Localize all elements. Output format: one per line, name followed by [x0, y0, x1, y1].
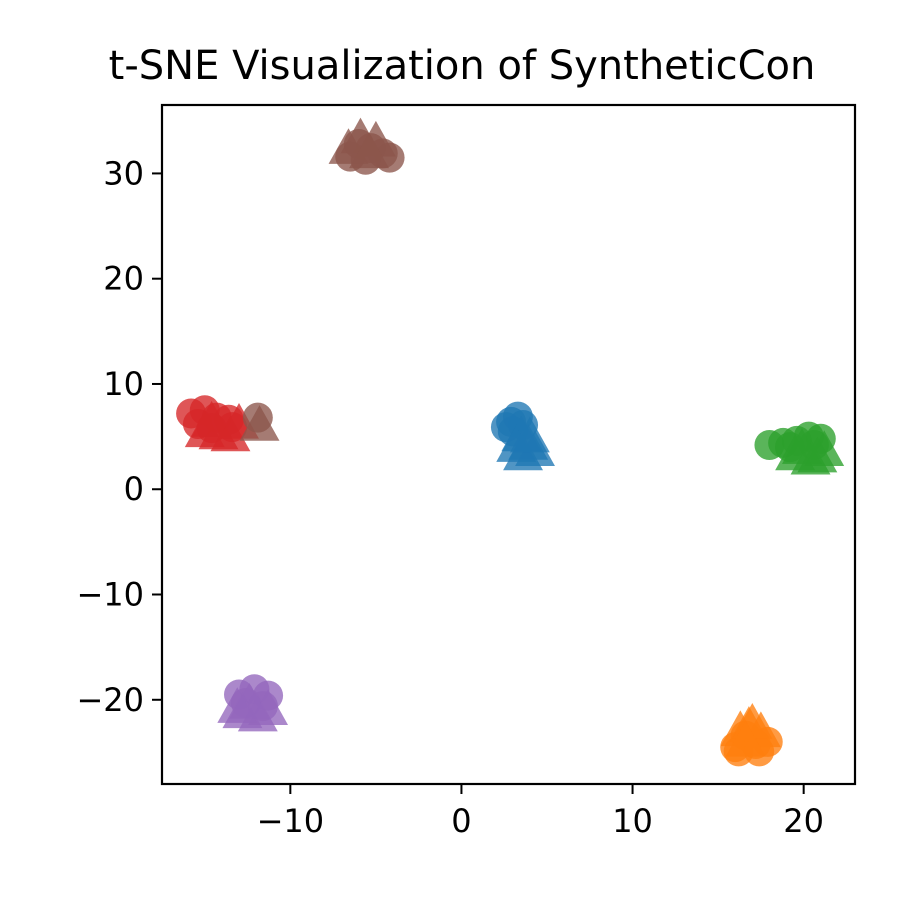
series-3 [176, 395, 259, 452]
y-tick-label: −20 [76, 681, 144, 719]
triangle-point [328, 128, 369, 164]
triangle-point [191, 400, 232, 437]
series-2 [754, 421, 845, 475]
series-1 [720, 702, 783, 767]
y-tick-label: 30 [103, 154, 144, 192]
x-tick-label: −10 [257, 802, 325, 840]
triangle-point [239, 405, 280, 441]
triangle-point [725, 720, 766, 757]
plot-frame [160, 103, 857, 786]
triangle-point [797, 436, 838, 473]
x-axis: −10 0 10 20 [257, 784, 824, 840]
y-tick-label: −10 [76, 576, 144, 614]
x-tick-label: 20 [783, 802, 824, 840]
x-tick-label: 0 [451, 802, 471, 840]
series-4 [239, 117, 405, 441]
y-axis: −20 −10 0 10 20 30 [76, 154, 162, 719]
y-tick-label: 0 [124, 470, 144, 508]
triangle-point [503, 434, 543, 471]
triangle-point [217, 687, 258, 723]
triangle-point [509, 416, 550, 453]
points-layer [176, 117, 845, 767]
x-tick-label: 10 [612, 802, 653, 840]
y-tick-label: 20 [103, 260, 144, 298]
chart-title: t-SNE Visualization of SyntheticCon [109, 43, 816, 89]
series-5 [217, 674, 289, 732]
series-0 [490, 401, 555, 471]
y-tick-label: 10 [103, 365, 144, 403]
